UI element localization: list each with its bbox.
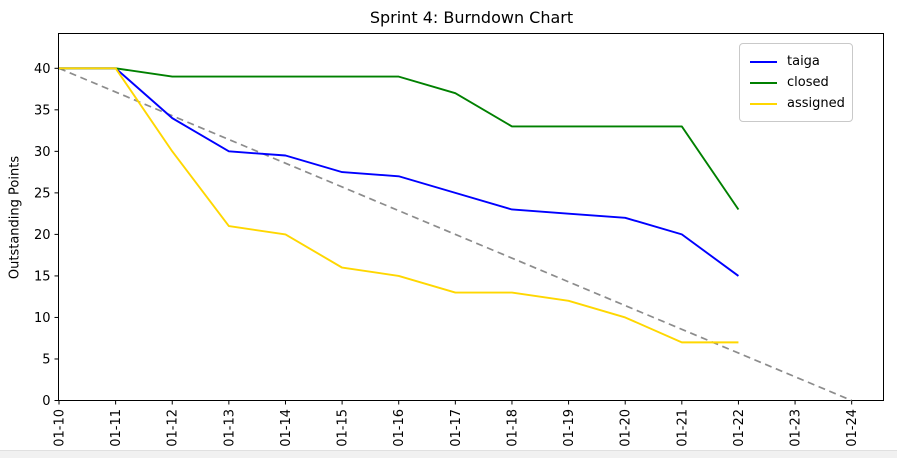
y-tick-label: 35 (34, 103, 51, 118)
x-tick-label: 01-22 (732, 409, 747, 447)
x-tick-label: 01-16 (392, 409, 407, 447)
y-tick-label: 20 (34, 228, 51, 243)
x-tick-label: 01-24 (845, 409, 860, 447)
y-tick-label: 40 (34, 62, 51, 77)
legend-item-closed: closed (750, 72, 842, 93)
window-edge-strip (0, 450, 897, 458)
assigned-line-swatch (750, 102, 777, 105)
x-tick-label: 01-17 (449, 409, 464, 447)
x-tick-label: 01-18 (505, 409, 520, 447)
taiga-line (59, 67, 740, 277)
x-tick-label: 01-13 (222, 409, 237, 447)
x-tick-label: 01-14 (279, 409, 294, 447)
closed-line (59, 67, 740, 211)
y-tick-label: 10 (34, 311, 51, 326)
y-tick-label: 30 (34, 145, 51, 160)
x-tick-label: 01-10 (53, 409, 68, 447)
x-tick-label: 01-15 (336, 409, 351, 447)
x-tick-label: 01-20 (619, 409, 634, 447)
y-tick-label: 5 (42, 352, 50, 367)
y-tick-label: 25 (34, 186, 51, 201)
x-tick-label: 01-23 (789, 409, 804, 447)
legend-item-assigned: assigned (750, 93, 845, 114)
x-tick-label: 01-11 (109, 409, 124, 447)
legend-label-assigned: assigned (787, 96, 845, 111)
ideal-burndown-line (58, 67, 853, 402)
legend: taiga closed assigned (739, 43, 853, 122)
legend-label-closed: closed (787, 75, 829, 90)
legend-label-taiga: taiga (787, 54, 820, 69)
x-tick-label: 01-12 (166, 409, 181, 447)
legend-item-taiga: taiga (750, 51, 842, 72)
chart-title: Sprint 4: Burndown Chart (369, 8, 574, 27)
y-tick-label: 15 (34, 269, 51, 284)
assigned-line (59, 67, 739, 344)
x-tick-label: 01-21 (675, 409, 690, 447)
taiga-line-swatch (750, 60, 777, 63)
axes-frame (58, 33, 884, 401)
x-tick-label: 01-19 (562, 409, 577, 447)
y-tick-label: 0 (42, 394, 50, 409)
closed-line-swatch (750, 81, 777, 84)
